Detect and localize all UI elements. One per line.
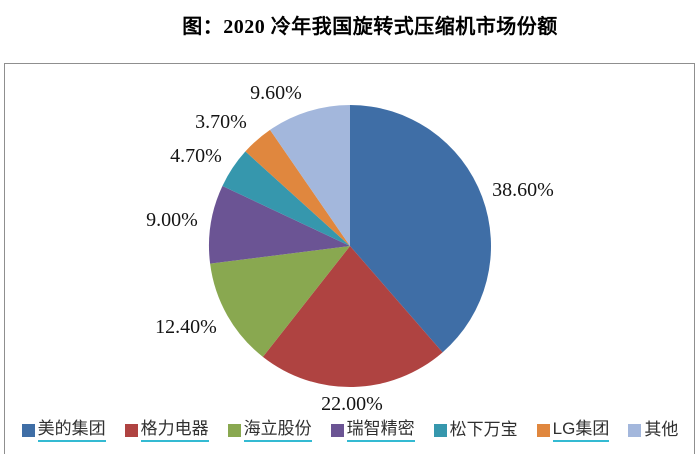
legend-color-swatch-icon <box>330 424 344 438</box>
legend-label[interactable]: 美的集团 <box>37 419 106 442</box>
pie-value-label: 22.00% <box>321 393 383 415</box>
pie-slice-3 <box>210 246 350 357</box>
legend-label[interactable]: LG集团 <box>552 419 610 442</box>
legend-item[interactable]: LG集团 <box>536 419 610 442</box>
pie-value-label: 12.40% <box>155 316 217 338</box>
legend-label[interactable]: 瑞智精密 <box>346 419 415 442</box>
legend-item[interactable]: 瑞智精密 <box>330 419 415 442</box>
pie-value-label: 9.60% <box>250 82 302 104</box>
pie-value-label: 3.70% <box>195 111 247 133</box>
legend-color-swatch-icon <box>227 424 241 438</box>
pie-slice-6 <box>245 129 350 246</box>
legend-item: 松下万宝 <box>433 420 518 441</box>
pie-slice-4 <box>208 185 350 264</box>
legend-color-swatch-icon <box>21 424 35 438</box>
legend-color-swatch-icon <box>628 424 642 438</box>
legend-color-swatch-icon <box>124 424 138 438</box>
legend-label[interactable]: 海立股份 <box>243 419 312 442</box>
legend-label: 松下万宝 <box>449 420 518 439</box>
legend-color-swatch-icon <box>536 424 550 438</box>
pie-value-label: 9.00% <box>146 209 198 231</box>
chart-title: 图：2020 冷年我国旋转式压缩机市场份额 <box>182 16 558 38</box>
pie-slice-7 <box>270 105 350 246</box>
legend-label: 其他 <box>644 420 679 439</box>
legend-color-swatch-icon <box>433 424 447 438</box>
legend-item[interactable]: 美的集团 <box>21 419 106 442</box>
legend-item[interactable]: 海立股份 <box>227 419 312 442</box>
pie-slice-2 <box>262 246 443 388</box>
legend-label[interactable]: 格力电器 <box>140 419 209 442</box>
legend-item[interactable]: 格力电器 <box>124 419 209 442</box>
pie-value-label: 4.70% <box>170 145 222 167</box>
legend-item: 其他 <box>628 420 679 441</box>
pie-value-label: 38.60% <box>492 179 554 201</box>
chart-legend: 美的集团 格力电器 海立股份 瑞智精密 松下万宝 LG集团 其他 <box>0 419 700 442</box>
pie-slice-1 <box>350 105 492 353</box>
pie-slice-5 <box>222 151 350 246</box>
